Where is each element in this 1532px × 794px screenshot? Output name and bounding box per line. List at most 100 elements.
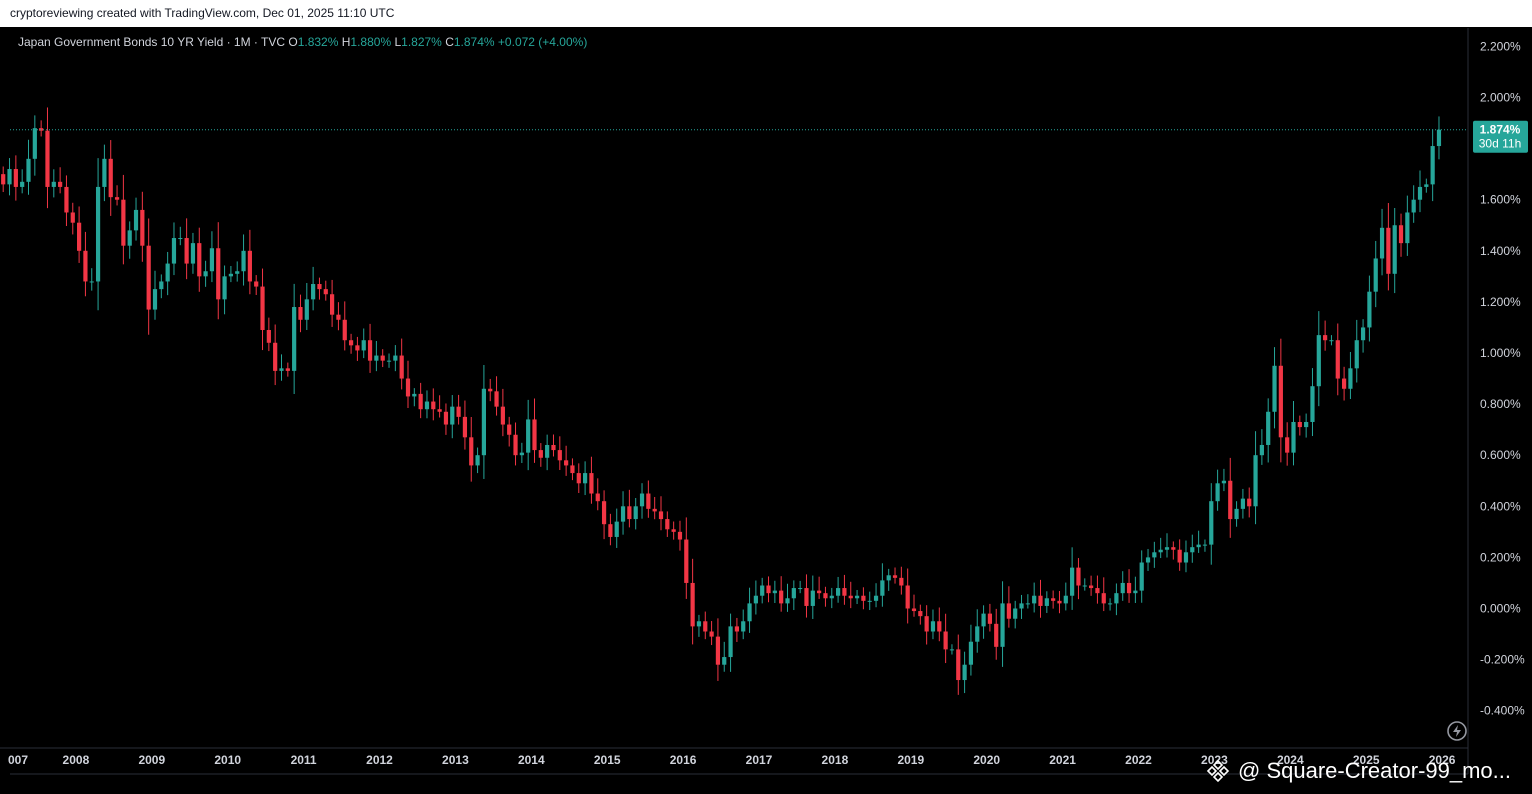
candle-body — [266, 330, 271, 343]
watermark-text: @ Square-Creator-99_mo... — [1238, 758, 1512, 783]
candle-body — [810, 590, 815, 606]
candle-body — [804, 588, 809, 606]
candle-body — [576, 473, 581, 484]
candle-body — [570, 465, 575, 474]
candle-body — [311, 284, 316, 300]
candle-body — [456, 406, 461, 417]
candle-body — [1335, 340, 1340, 379]
last-price-badge — [1473, 120, 1528, 153]
candle-body — [873, 595, 879, 601]
candle-body — [1025, 603, 1030, 605]
candle-body — [405, 378, 411, 397]
candle-body — [1095, 588, 1100, 594]
candle-body — [89, 281, 94, 283]
candle-body — [1316, 335, 1321, 387]
x-tick-label: 2012 — [366, 753, 393, 767]
candle-body — [108, 158, 113, 198]
candle-body — [7, 169, 12, 185]
candle-body — [159, 281, 164, 290]
candle-body — [785, 598, 790, 604]
legend-close: 1.874% — [454, 35, 498, 49]
legend-change: +0.072 (+4.00%) — [498, 35, 587, 49]
candle-body — [639, 493, 645, 507]
candle-body — [1089, 585, 1094, 589]
candle-body — [342, 319, 347, 341]
y-tick-label: 0.600% — [1480, 448, 1521, 462]
candle-body — [304, 299, 309, 320]
y-tick-label: 2.000% — [1480, 91, 1521, 105]
candle-body — [741, 621, 746, 632]
lightning-icon[interactable] — [1446, 720, 1468, 742]
candle-body — [1057, 600, 1062, 604]
candle-body — [494, 391, 499, 407]
candle-body — [1342, 378, 1347, 389]
legend-high-label: H — [342, 35, 351, 49]
candle-body — [254, 281, 259, 287]
x-tick-label: 2019 — [897, 753, 924, 767]
x-tick-label: 2016 — [670, 753, 697, 767]
candle-body — [1424, 184, 1429, 187]
candle-body — [1240, 498, 1245, 509]
candle-body — [273, 342, 278, 371]
y-tick-label: 1.400% — [1480, 244, 1521, 258]
legend-symbol: Japan Government Bonds 10 YR Yield · 1M … — [18, 35, 288, 49]
candle-body — [886, 575, 891, 581]
y-tick-label: -0.400% — [1480, 704, 1525, 718]
x-tick-label: 2008 — [63, 753, 90, 767]
candle-body — [1417, 186, 1423, 200]
candle-body — [317, 284, 322, 290]
candle-body — [823, 593, 828, 599]
candle-body — [1323, 335, 1328, 341]
candle-body — [1070, 567, 1075, 596]
candle-body — [1114, 593, 1119, 604]
candle-body — [836, 588, 841, 596]
candle-body — [393, 355, 398, 361]
candle-body — [431, 401, 436, 410]
candle-body — [1253, 455, 1258, 507]
candle-body — [1398, 225, 1404, 244]
candle-body — [728, 626, 733, 658]
candle-body — [905, 585, 910, 609]
candle-body — [601, 501, 607, 525]
candle-body — [1133, 590, 1138, 594]
x-tick-label: 2017 — [746, 753, 773, 767]
bar-countdown: 30d 11h — [1479, 137, 1522, 151]
candle-body — [817, 590, 822, 594]
candle-body — [1152, 552, 1157, 558]
candle-body — [83, 250, 88, 282]
candle-body — [481, 388, 486, 456]
candle-body — [380, 355, 385, 361]
candle-body — [1190, 547, 1195, 553]
candle-body — [981, 613, 986, 627]
candle-body — [336, 314, 341, 320]
candle-body — [1272, 365, 1277, 412]
y-tick-label: 0.400% — [1480, 499, 1521, 513]
candle-body — [298, 307, 303, 320]
candle-body — [146, 245, 151, 310]
x-tick-label: 2009 — [138, 753, 165, 767]
candle-body — [1063, 595, 1068, 604]
y-tick-label: 2.200% — [1480, 39, 1521, 53]
candle-body — [1164, 547, 1170, 550]
candle-body — [70, 212, 75, 223]
candle-body — [1348, 368, 1353, 389]
legend-high: 1.880% — [350, 35, 394, 49]
candle-body — [450, 406, 455, 425]
candle-body — [475, 455, 480, 466]
candle-body — [1215, 483, 1220, 502]
candle-body — [1304, 421, 1309, 428]
candle-body — [1329, 340, 1334, 342]
candle-body — [880, 580, 885, 596]
candle-body — [753, 595, 758, 604]
candle-body — [943, 631, 948, 650]
candle-body — [279, 368, 284, 371]
candle-body — [949, 649, 955, 651]
chart-credit: cryptoreviewing created with TradingView… — [10, 6, 395, 20]
x-tick-label: 007 — [8, 753, 28, 767]
candle-body — [652, 508, 657, 512]
x-tick-label: 2026 — [1429, 753, 1456, 767]
candle-body — [715, 636, 721, 665]
candle-body — [488, 388, 493, 392]
candle-body — [437, 409, 442, 412]
